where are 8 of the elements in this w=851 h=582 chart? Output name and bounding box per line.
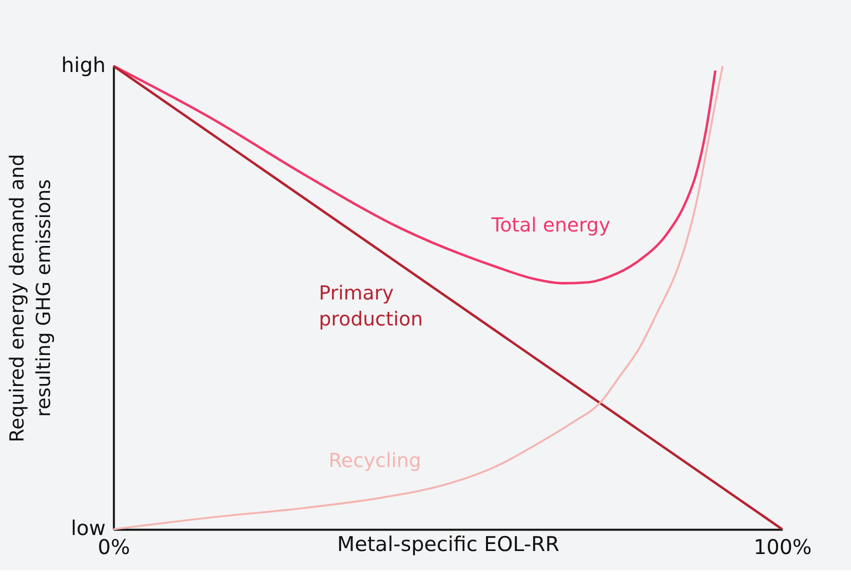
y-axis-title: Required energy demand and resulting GHG emissions xyxy=(6,154,55,442)
x-tick-label: 0% xyxy=(98,534,130,559)
x-axis-title: Metal-specific EOL-RR xyxy=(337,532,560,556)
series-label: Primary production xyxy=(318,282,423,331)
text: high xyxy=(61,52,106,77)
series-label: Total energy xyxy=(490,214,610,237)
series-label: Recycling xyxy=(328,449,422,472)
x-tick-label: 100% xyxy=(754,534,812,559)
